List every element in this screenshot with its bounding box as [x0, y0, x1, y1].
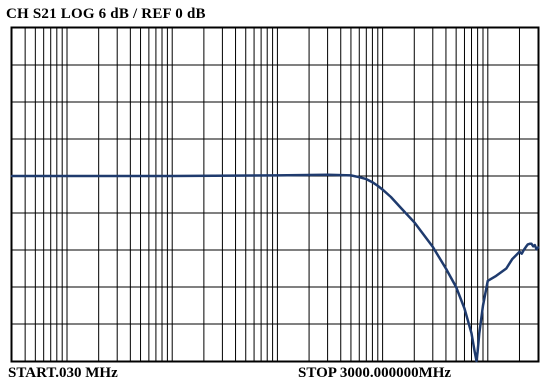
s21-trace	[10, 173, 540, 363]
stop-frequency-label: STOP 3000.000000MHz	[298, 365, 452, 381]
start-frequency-label: START.030 MHz	[8, 365, 118, 381]
plot-frame	[10, 26, 540, 363]
grid	[12, 28, 538, 361]
chart-title: CH S21 LOG 6 dB / REF 0 dB	[6, 6, 206, 22]
